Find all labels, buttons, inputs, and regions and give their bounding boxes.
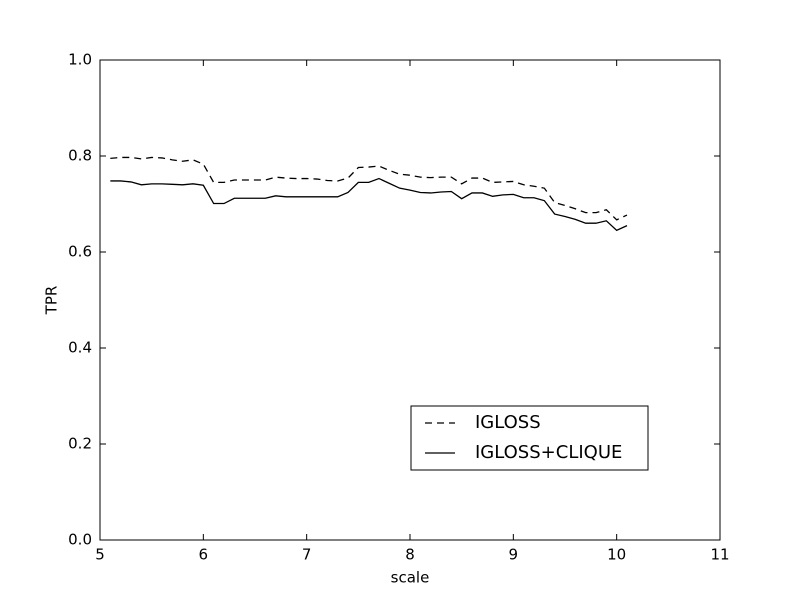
legend-label: IGLOSS bbox=[475, 412, 541, 433]
series-line bbox=[110, 177, 628, 232]
x-tick-label: 6 bbox=[199, 546, 209, 564]
y-tick-label: 0.2 bbox=[68, 435, 92, 453]
x-tick-label: 7 bbox=[302, 546, 312, 564]
series-line bbox=[110, 156, 628, 221]
x-tick-label: 5 bbox=[95, 546, 105, 564]
x-tick-label: 9 bbox=[509, 546, 519, 564]
y-axis-label: TPR bbox=[43, 286, 61, 316]
y-tick-label: 0.6 bbox=[68, 243, 92, 261]
y-tick-label: 1.0 bbox=[68, 51, 92, 69]
legend-label: IGLOSS+CLIQUE bbox=[475, 442, 622, 463]
y-tick-label: 0.4 bbox=[68, 339, 92, 357]
legend-box bbox=[410, 405, 649, 471]
x-tick-label: 10 bbox=[607, 546, 626, 564]
y-tick-label: 0.0 bbox=[68, 531, 92, 549]
legend: IGLOSS IGLOSS+CLIQUE bbox=[410, 405, 649, 471]
x-tick-label: 11 bbox=[710, 546, 729, 564]
x-axis-label: scale bbox=[391, 569, 430, 587]
y-tick-label: 0.8 bbox=[68, 147, 92, 165]
x-tick-label: 8 bbox=[405, 546, 415, 564]
